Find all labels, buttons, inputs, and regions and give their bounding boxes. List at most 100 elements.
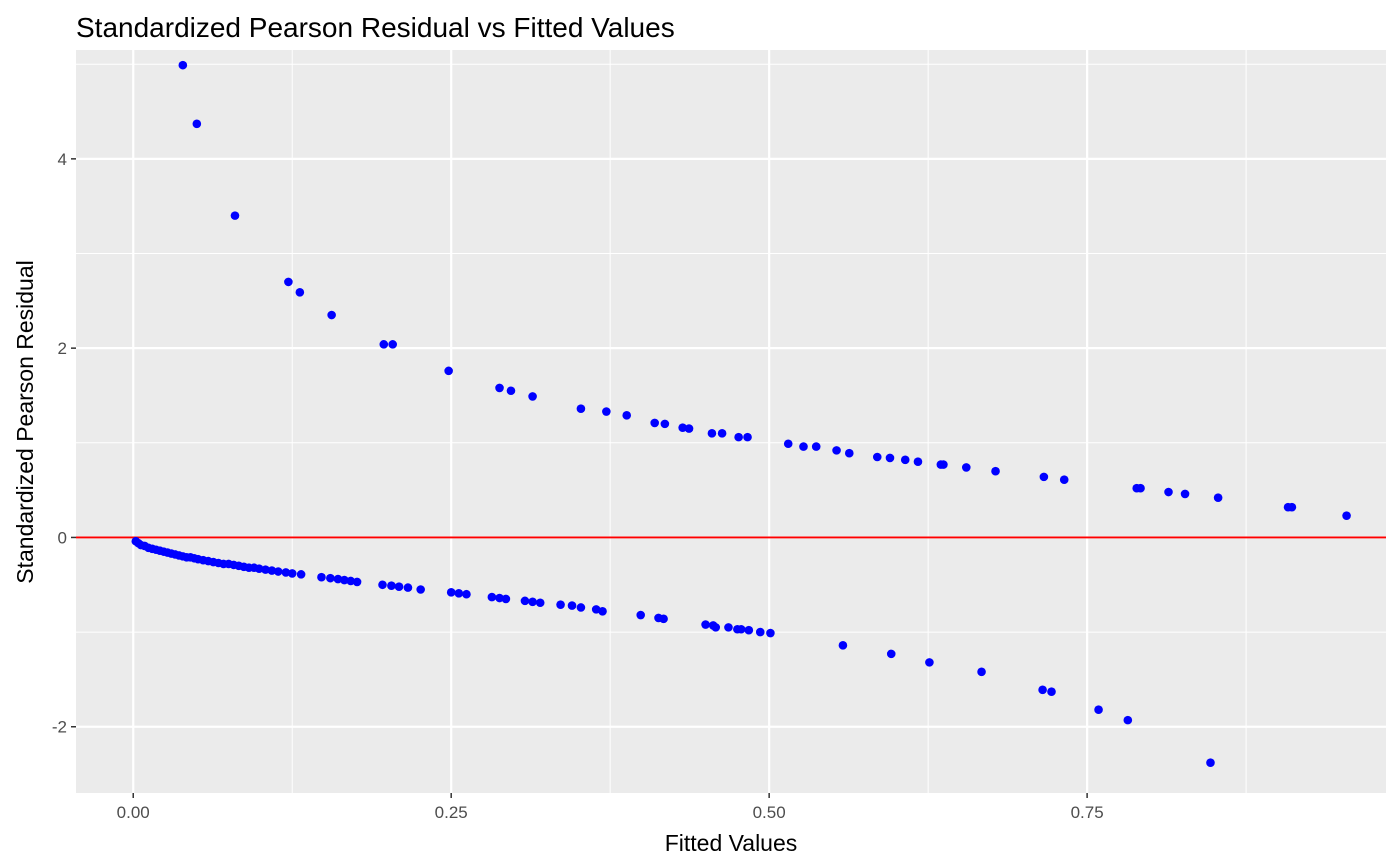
data-point — [1136, 483, 1145, 493]
data-point — [1287, 502, 1297, 512]
chart-title: Standardized Pearson Residual vs Fitted … — [76, 12, 675, 43]
data-point — [766, 628, 775, 638]
data-point — [650, 418, 659, 428]
data-point — [528, 392, 537, 401]
data-point — [495, 593, 504, 603]
data-point — [1342, 511, 1351, 520]
data-point — [678, 423, 687, 432]
data-point — [799, 442, 808, 451]
data-point — [487, 592, 497, 602]
data-point — [900, 455, 910, 465]
data-point — [340, 575, 349, 585]
data-point — [317, 572, 326, 582]
y-axis-title: Standardized Pearson Residual — [12, 260, 38, 583]
data-point — [444, 366, 453, 376]
data-point — [701, 620, 710, 629]
data-point — [1094, 705, 1103, 715]
data-point — [295, 288, 305, 297]
data-point — [178, 60, 188, 70]
data-point — [736, 624, 746, 634]
data-point — [744, 625, 754, 635]
y-tick-label: -2 — [52, 718, 67, 737]
data-point — [913, 457, 923, 467]
data-point — [446, 588, 456, 597]
y-tick-label: 2 — [58, 339, 67, 358]
data-point — [717, 429, 727, 438]
data-point — [844, 448, 854, 458]
data-point — [379, 340, 389, 349]
data-point — [284, 277, 293, 287]
data-point — [1047, 687, 1056, 697]
data-point — [261, 565, 270, 574]
data-point — [711, 623, 721, 632]
data-point — [598, 606, 607, 616]
x-tick-label: 0.50 — [753, 803, 786, 822]
data-point — [838, 641, 848, 650]
data-point — [811, 442, 821, 451]
data-point — [1038, 685, 1047, 695]
data-point — [1059, 475, 1069, 485]
data-point — [832, 446, 841, 455]
data-points — [131, 60, 1351, 768]
data-point — [281, 568, 291, 577]
data-point — [622, 411, 632, 420]
data-point — [296, 570, 306, 579]
data-point — [388, 340, 397, 349]
data-point — [462, 589, 471, 599]
data-point — [734, 432, 743, 442]
data-point — [724, 623, 733, 632]
data-point — [707, 429, 717, 438]
data-point — [886, 649, 896, 659]
data-point — [333, 574, 343, 584]
data-point — [939, 460, 948, 469]
plot-panel — [76, 50, 1386, 793]
x-tick-label: 0.25 — [435, 803, 468, 822]
data-point — [556, 600, 565, 609]
data-point — [1206, 758, 1215, 768]
data-point — [576, 603, 586, 612]
y-tick-label: 4 — [58, 150, 67, 169]
data-point — [267, 566, 277, 575]
data-point — [346, 576, 356, 586]
data-point — [501, 594, 511, 604]
data-point — [495, 383, 504, 393]
data-point — [636, 610, 645, 620]
data-point — [520, 596, 530, 606]
data-point — [403, 583, 413, 592]
data-point — [1213, 493, 1223, 502]
data-point — [659, 614, 668, 624]
x-tick-label: 0.00 — [117, 803, 150, 822]
data-point — [977, 667, 986, 677]
data-point — [567, 601, 577, 610]
data-point — [743, 432, 752, 442]
x-axis: 0.00 0.25 0.50 0.75 — [117, 793, 1104, 822]
data-point — [576, 404, 586, 414]
data-point — [755, 627, 765, 637]
data-point — [535, 598, 545, 608]
data-point — [352, 577, 362, 587]
data-point — [872, 452, 882, 462]
data-point — [327, 310, 336, 320]
data-point — [1164, 487, 1173, 497]
data-point — [326, 573, 335, 583]
data-point — [885, 453, 895, 463]
data-point — [528, 597, 537, 607]
data-point — [660, 419, 670, 429]
data-point — [387, 581, 396, 591]
data-point — [273, 567, 283, 576]
y-axis: -2 0 2 4 — [52, 150, 76, 737]
data-point — [684, 424, 694, 433]
data-point — [416, 585, 425, 594]
data-point — [287, 569, 297, 578]
x-axis-title: Fitted Values — [665, 830, 798, 856]
data-point — [506, 386, 516, 396]
data-point — [1039, 472, 1049, 482]
data-point — [925, 658, 934, 667]
data-point — [1123, 715, 1133, 725]
data-point — [394, 582, 404, 591]
data-point — [192, 119, 202, 129]
minor-gridlines — [76, 50, 1386, 793]
x-tick-label: 0.75 — [1071, 803, 1104, 822]
data-point — [378, 580, 387, 590]
